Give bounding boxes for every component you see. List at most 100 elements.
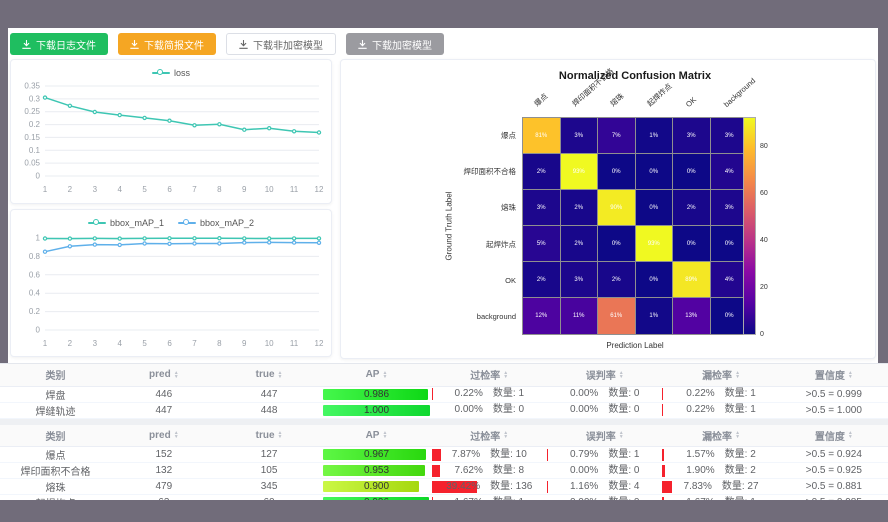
matrix-cell-value: 0% [686, 240, 696, 247]
matrix-cell: 0% [673, 226, 711, 262]
rate-percent: 39.42% [446, 480, 481, 492]
rate-percent: 7.83% [683, 480, 712, 492]
rate-count: 数量: 8 [492, 464, 525, 476]
column-header-漏检率[interactable]: 漏检率 ▲ ▼ [662, 424, 780, 447]
table-header-row: 类别 pred ▲ ▼ true ▲ ▼ AP ▲ ▼ 过检率 ▲ ▼ 误判率 ▲ ▼ 漏检率 ▲ ▼ 置信度 ▲ ▼ [0, 364, 888, 387]
svg-text:9: 9 [242, 185, 247, 194]
sort-caret-icon[interactable]: ▲ ▼ [503, 430, 509, 441]
matrix-cell: 4% [710, 154, 748, 190]
download-unencrypted-model-button[interactable]: 下载非加密模型 [226, 33, 336, 55]
rate-count: 数量: 27 [721, 480, 759, 492]
ap-value: 1.000 [363, 404, 390, 416]
svg-text:12: 12 [315, 185, 324, 194]
sort-caret-icon[interactable]: ▲ ▼ [847, 369, 853, 380]
loss-chart-legend: loss [11, 60, 331, 80]
rate-cell: 7.62% 数量: 8 [431, 462, 547, 479]
svg-text:0.2: 0.2 [29, 307, 41, 316]
confusion-matrix-colorbar [743, 117, 756, 335]
matrix-cell-value: 0% [611, 240, 621, 247]
rate-count: 数量: 0 [608, 388, 640, 399]
column-header-置信度[interactable]: 置信度 ▲ ▼ [779, 364, 888, 387]
left-column: loss 0 0.05 0.1 0.15 0.2 0.25 0.3 0.35 1 2 3 4 5 6 7 8 9… [10, 59, 332, 359]
ap-bar-wrap: 0.900 [323, 481, 429, 492]
column-header-AP[interactable]: AP ▲ ▼ [321, 364, 432, 387]
matrix-cell: 2% [523, 262, 561, 298]
pred-cell: 447 [111, 402, 217, 419]
column-header-过检率[interactable]: 过检率 ▲ ▼ [431, 364, 547, 387]
confusion-matrix-card: Normalized Confusion Matrix Ground Truth… [340, 59, 876, 359]
sort-caret-icon[interactable]: ▲ ▼ [618, 430, 624, 441]
sort-caret-icon[interactable]: ▲ ▼ [735, 430, 741, 441]
column-header-置信度[interactable]: 置信度 ▲ ▼ [779, 424, 888, 447]
rate-percent: 0.22% [686, 388, 715, 399]
column-header-pred[interactable]: pred ▲ ▼ [111, 364, 217, 387]
column-header-误判率[interactable]: 误判率 ▲ ▼ [547, 424, 663, 447]
matrix-cell-value: 12% [535, 313, 548, 319]
matrix-cell: 0% [598, 154, 636, 190]
column-header-label: 置信度 [814, 431, 845, 443]
column-header-类别: 类别 [0, 364, 111, 387]
rate-text: 39.42% 数量: 136 [432, 481, 547, 493]
sort-caret-icon[interactable]: ▲ ▼ [277, 430, 283, 441]
column-header-pred[interactable]: pred ▲ ▼ [111, 424, 217, 447]
column-header-AP[interactable]: AP ▲ ▼ [321, 424, 432, 447]
matrix-cell: 93% [560, 154, 598, 190]
download-icon [22, 39, 31, 49]
column-header-true[interactable]: true ▲ ▼ [216, 364, 322, 387]
class-name-cell: 爆点 [0, 446, 111, 463]
svg-text:5: 5 [142, 185, 147, 194]
rate-cell: 0.00% 数量: 0 [547, 386, 663, 403]
sort-caret-icon[interactable]: ▲ ▼ [277, 369, 283, 380]
rate-text: 0.22% 数量: 1 [662, 404, 779, 416]
download-report-button[interactable]: 下载简报文件 [118, 33, 216, 55]
sort-caret-icon[interactable]: ▲ ▼ [847, 430, 853, 441]
sort-caret-icon[interactable]: ▲ ▼ [173, 369, 179, 380]
app-panel: 下载日志文件 下载简报文件 下载非加密模型 下载加密模型 loss 0 0.05 0.1 0… [8, 28, 878, 363]
confidence-cell: >0.5 = 0.924 [779, 446, 888, 463]
sort-caret-icon[interactable]: ▲ ▼ [503, 369, 509, 380]
svg-text:10: 10 [265, 339, 274, 348]
rate-text: 7.87% 数量: 10 [432, 449, 547, 461]
legend-item-loss[interactable]: loss [151, 66, 190, 80]
matrix-cell-value: 2% [536, 168, 546, 175]
rate-wrap: 1.90% 数量: 2 [662, 464, 779, 477]
matrix-cell-value: 5% [536, 240, 546, 247]
column-header-inner: 误判率 ▲ ▼ [586, 367, 624, 382]
ap-bar [323, 388, 429, 400]
column-header-inner: pred ▲ ▼ [149, 369, 179, 380]
column-header-过检率[interactable]: 过检率 ▲ ▼ [431, 424, 547, 447]
download-encrypted-model-button[interactable]: 下载加密模型 [346, 33, 444, 55]
column-header-true[interactable]: true ▲ ▼ [216, 424, 322, 447]
sort-caret-icon[interactable]: ▲ ▼ [382, 369, 388, 380]
matrix-cell-value: 2% [686, 204, 696, 211]
legend-label: loss [173, 68, 190, 78]
rate-cell: 0.22% 数量: 1 [431, 386, 547, 403]
column-header-误判率[interactable]: 误判率 ▲ ▼ [547, 364, 663, 387]
sort-caret-icon[interactable]: ▲ ▼ [735, 369, 741, 380]
rate-wrap: 0.00% 数量: 0 [432, 404, 547, 416]
class-name-cell: 熔珠 [0, 478, 111, 495]
rate-text: 7.83% 数量: 27 [662, 481, 779, 493]
matrix-cell: 0% [710, 226, 748, 262]
matrix-cell: 3% [560, 262, 598, 298]
download-log-button[interactable]: 下载日志文件 [10, 33, 108, 55]
sort-caret-icon[interactable]: ▲ ▼ [618, 369, 624, 380]
legend-item-bbox_mAP_1[interactable]: bbox_mAP_1 [87, 216, 164, 230]
matrix-cell: 0% [673, 154, 711, 190]
column-header-inner: 置信度 ▲ ▼ [815, 367, 853, 382]
svg-text:0.4: 0.4 [29, 289, 41, 298]
matrix-cell-value: 13% [685, 313, 698, 319]
legend-item-bbox_mAP_2[interactable]: bbox_mAP_2 [178, 216, 254, 230]
true-cell: 127 [216, 446, 322, 463]
sort-caret-icon[interactable]: ▲ ▼ [382, 430, 388, 441]
svg-text:2: 2 [68, 339, 73, 348]
svg-text:1: 1 [36, 234, 41, 243]
rate-bar [662, 464, 665, 477]
rate-cell: 1.90% 数量: 2 [662, 462, 780, 479]
sort-caret-icon[interactable]: ▲ ▼ [173, 430, 179, 441]
column-header-漏检率[interactable]: 漏检率 ▲ ▼ [662, 364, 780, 387]
column-header-inner: AP ▲ ▼ [366, 430, 388, 441]
rate-count: 数量: 1 [608, 448, 640, 460]
matrix-cell: 0% [635, 190, 673, 226]
